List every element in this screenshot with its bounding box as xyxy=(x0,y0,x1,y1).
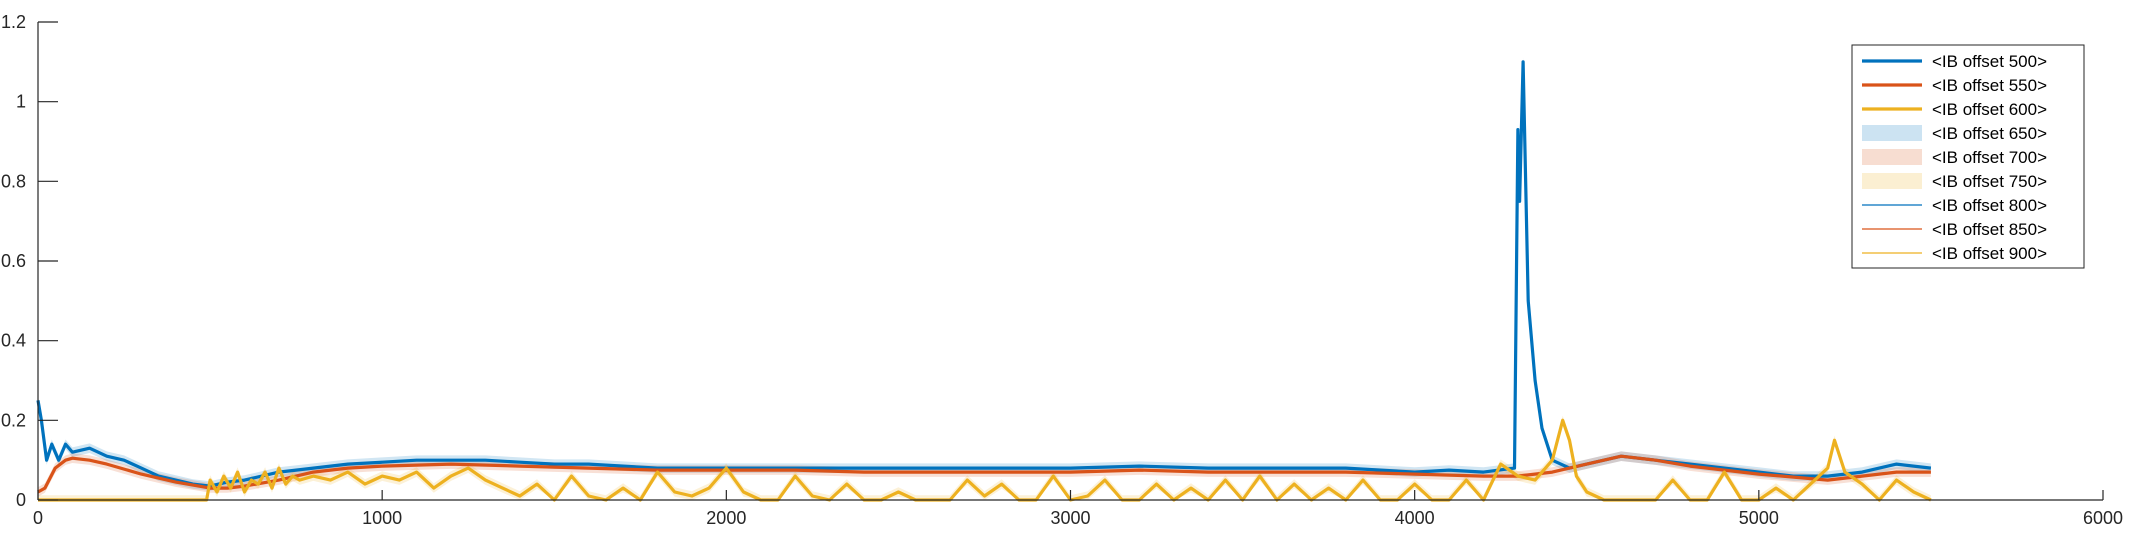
y-tick-label: 1 xyxy=(16,92,26,112)
series-lines xyxy=(36,60,1932,502)
legend-label: <IB offset 850> xyxy=(1932,220,2047,239)
x-tick-label: 2000 xyxy=(706,508,746,528)
legend-label: <IB offset 600> xyxy=(1932,100,2047,119)
y-tick-label: 0.4 xyxy=(1,331,26,351)
axes xyxy=(37,22,2103,501)
legend-label: <IB offset 750> xyxy=(1932,172,2047,191)
legend-label: <IB offset 550> xyxy=(1932,76,2047,95)
y-tick-label: 0.6 xyxy=(1,251,26,271)
x-tick-label: 3000 xyxy=(1050,508,1090,528)
x-ticks: 0 1000 2000 3000 4000 5000 6000 xyxy=(33,490,2123,528)
x-tick-label: 4000 xyxy=(1395,508,1435,528)
legend-label: <IB offset 900> xyxy=(1932,244,2047,263)
legend-box xyxy=(1851,44,2085,269)
legend-swatch xyxy=(1862,173,1922,189)
series-line xyxy=(36,60,1932,488)
y-tick-label: 0.2 xyxy=(1,410,26,430)
x-tick-label: 0 xyxy=(33,508,43,528)
legend-label: <IB offset 800> xyxy=(1932,196,2047,215)
series-line xyxy=(37,454,1931,494)
shaded-bands xyxy=(38,57,1931,500)
legend-label: <IB offset 700> xyxy=(1932,148,2047,167)
legend-label: <IB offset 650> xyxy=(1932,124,2047,143)
x-tick-label: 5000 xyxy=(1739,508,1779,528)
y-ticks: 0 0.2 0.4 0.6 0.8 1 1.2 xyxy=(1,12,58,510)
y-tick-label: 0 xyxy=(16,490,26,510)
x-tick-label: 6000 xyxy=(2083,508,2123,528)
y-tick-label: 0.8 xyxy=(1,171,26,191)
confidence-band xyxy=(38,57,1931,491)
legend-swatch xyxy=(1862,125,1922,141)
x-tick-label: 1000 xyxy=(362,508,402,528)
legend: <IB offset 500> <IB offset 550> <IB offset… xyxy=(1851,44,2085,269)
legend-label: <IB offset 500> xyxy=(1932,52,2047,71)
y-tick-label: 1.2 xyxy=(1,12,26,32)
legend-swatch xyxy=(1862,149,1922,165)
